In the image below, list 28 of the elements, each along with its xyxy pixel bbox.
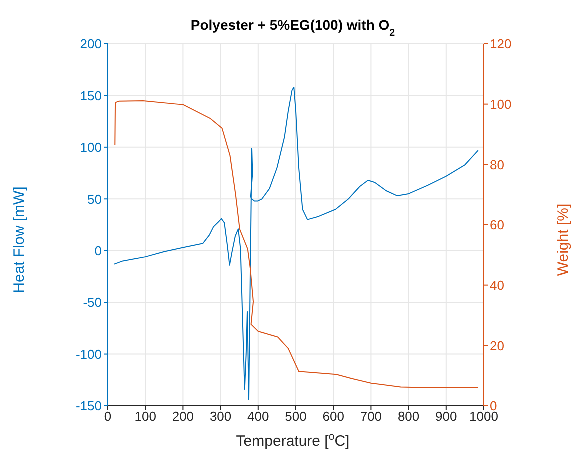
y-tick-label: -150 xyxy=(76,398,102,414)
y2-tick-label: 120 xyxy=(490,36,512,52)
x-tick-label: 300 xyxy=(210,409,232,424)
chart-title: Polyester + 5%EG(100) with O$_{2}$ xyxy=(190,17,396,38)
x-axis-title: Temperature [$^{o}$C] xyxy=(236,431,350,450)
y2-tick-label: 20 xyxy=(490,338,504,354)
y-tick-label: 200 xyxy=(80,36,102,52)
y-tick-label: -100 xyxy=(76,346,102,362)
x-tick-label: 200 xyxy=(172,409,194,424)
x-tick-label: 700 xyxy=(360,409,382,424)
y2-tick-label: 100 xyxy=(490,96,512,112)
y2-tick-label: 80 xyxy=(490,157,504,172)
x-tick-label: 400 xyxy=(248,409,270,424)
y2-tick-label: 60 xyxy=(490,218,504,233)
x-tick-label: 900 xyxy=(436,409,458,424)
x-tick-label: 500 xyxy=(285,409,307,424)
y-tick-label: -50 xyxy=(83,295,102,310)
x-tick-label: 100 xyxy=(134,409,156,424)
x-tick-label: 600 xyxy=(322,409,344,424)
y-tick-label: 150 xyxy=(80,88,102,104)
x-tick-label: 800 xyxy=(398,409,420,424)
y-tick-label: 0 xyxy=(94,243,102,258)
y2-axis-title: Weight [%] xyxy=(555,204,572,276)
y2-tick-label: 40 xyxy=(490,278,504,293)
y-axis-title: Heat Flow [mW] xyxy=(11,186,28,294)
x-tick-label: 0 xyxy=(104,409,112,424)
y-tick-label: 50 xyxy=(88,192,102,207)
y-tick-label: 100 xyxy=(80,140,102,156)
